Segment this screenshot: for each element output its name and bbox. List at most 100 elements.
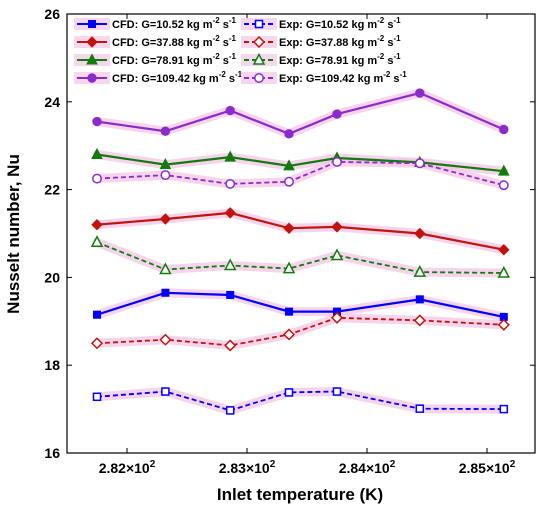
x-tick-label: 2.83×102	[219, 459, 276, 476]
series-marker-square	[161, 387, 170, 396]
series-marker-diamond	[331, 221, 343, 233]
x-tick-label: 2.84×102	[339, 459, 396, 476]
legend-item: Exp: G=10.52 kg m-2 s-1	[241, 16, 401, 31]
series-group	[93, 288, 508, 321]
series-marker-square	[225, 406, 235, 415]
series-marker-circle	[160, 126, 171, 136]
legend-item: CFD: G=37.88 kg m-2 s-1	[74, 34, 237, 49]
series-marker-circle	[225, 178, 236, 189]
series-marker-circle	[254, 73, 264, 83]
legend-item: Exp: G=78.91 kg m-2 s-1	[241, 52, 401, 67]
legend-label: CFD: G=10.52 kg m-2 s-1	[112, 16, 237, 31]
series-marker-triangle	[330, 248, 344, 261]
series-marker-triangle	[159, 158, 172, 170]
y-tick-label: 22	[44, 182, 60, 198]
series-marker-square	[161, 288, 170, 297]
series-group	[92, 387, 509, 415]
series-marker-circle	[160, 170, 171, 181]
series-marker-square	[332, 387, 342, 396]
legend-item: CFD: G=10.52 kg m-2 s-1	[74, 16, 237, 31]
series-marker-circle	[284, 176, 294, 187]
series-marker-diamond	[330, 311, 344, 324]
legend-label: Exp: G=37.88 kg m-2 s-1	[279, 34, 401, 49]
legend-item: Exp: G=109.42 kg m-2 s-1	[241, 70, 407, 85]
legend-item: CFD: G=109.42 kg m-2 s-1	[74, 70, 243, 85]
x-tick-label: 2.85×102	[459, 459, 516, 476]
series-marker-square	[415, 295, 424, 304]
legend-label: Exp: G=109.42 kg m-2 s-1	[279, 70, 407, 85]
series-marker-triangle	[413, 265, 427, 277]
series-marker-circle	[92, 173, 102, 184]
series-marker-diamond	[90, 337, 104, 350]
series-marker-square	[93, 310, 101, 319]
series-marker-triangle	[283, 159, 295, 171]
series-marker-triangle	[282, 261, 296, 274]
series-marker-circle	[332, 109, 342, 119]
series-group	[91, 207, 510, 256]
y-tick-label: 16	[44, 445, 60, 461]
legend-label: CFD: G=37.88 kg m-2 s-1	[112, 34, 237, 49]
series-marker-circle	[225, 105, 235, 116]
series-marker-triangle	[223, 258, 237, 271]
series-group	[90, 235, 511, 278]
series-marker-square	[415, 404, 425, 413]
legend: CFD: G=10.52 kg m-2 s-1 CFD: G=37.88 kg m…	[74, 16, 407, 85]
series-marker-triangle	[252, 52, 266, 65]
x-tick-label: 2.82×102	[99, 459, 156, 476]
series-marker-diamond	[283, 222, 295, 234]
series-group	[92, 88, 509, 139]
series-marker-diamond	[86, 36, 98, 48]
series-marker-triangle	[497, 265, 511, 278]
y-tick-label: 26	[44, 6, 60, 22]
series-marker-square	[285, 307, 293, 316]
plot-area	[66, 13, 536, 454]
y-tick-label: 24	[44, 94, 60, 110]
series-marker-circle	[414, 158, 425, 169]
series-marker-circle	[284, 129, 294, 139]
series-marker-diamond	[497, 318, 510, 331]
series-marker-diamond	[224, 207, 236, 219]
series-marker-circle	[499, 124, 509, 135]
series-marker-diamond	[159, 333, 172, 346]
series-marker-circle	[498, 180, 509, 191]
series-marker-square	[284, 388, 294, 397]
series-marker-triangle	[91, 147, 103, 159]
series-marker-square	[254, 19, 264, 29]
series-marker-circle	[332, 156, 342, 167]
legend-item: Exp: G=37.88 kg m-2 s-1	[241, 34, 401, 49]
y-axis-title: Nusselt number, Nu	[4, 154, 23, 314]
x-axis-title: Inlet temperature (K)	[217, 485, 383, 504]
series-marker-triangle	[90, 235, 104, 248]
series-group	[90, 311, 510, 352]
y-tick-label: 20	[44, 269, 60, 285]
series-marker-square	[92, 392, 102, 402]
series-marker-diamond	[159, 213, 172, 225]
series-layer	[90, 88, 511, 415]
series-marker-diamond	[498, 244, 510, 256]
series-group	[92, 156, 509, 191]
series-marker-diamond	[224, 339, 237, 352]
y-tick-label: 18	[44, 357, 60, 373]
series-marker-triangle	[159, 262, 172, 275]
series-marker-diamond	[282, 328, 296, 341]
series-marker-circle	[92, 116, 102, 127]
series-marker-circle	[87, 73, 97, 83]
series-marker-diamond	[413, 314, 426, 327]
series-marker-circle	[415, 88, 425, 98]
legend-item: CFD: G=78.91 kg m-2 s-1	[74, 52, 237, 67]
series-marker-square	[226, 290, 235, 299]
series-marker-diamond	[91, 219, 103, 231]
series-marker-triangle	[86, 53, 98, 65]
axis-layer: 16 18 20 22 24 26 2.82×102 2.83×102 2.84×102 2.85…	[44, 6, 535, 476]
legend-label: Exp: G=78.91 kg m-2 s-1	[279, 52, 401, 67]
legend-label: CFD: G=109.42 kg m-2 s-1	[112, 70, 243, 85]
legend-label: CFD: G=78.91 kg m-2 s-1	[112, 52, 237, 67]
legend-label: Exp: G=10.52 kg m-2 s-1	[279, 16, 401, 31]
series-marker-triangle	[497, 164, 510, 176]
series-marker-square	[88, 20, 96, 28]
series-marker-diamond	[252, 35, 266, 49]
series-marker-square	[499, 404, 509, 414]
series-marker-diamond	[414, 227, 426, 240]
series-marker-triangle	[224, 150, 237, 162]
